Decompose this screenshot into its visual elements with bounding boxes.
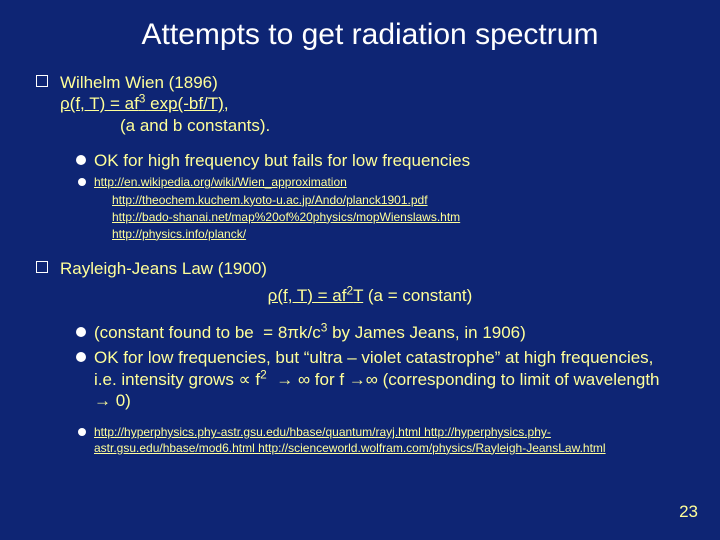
rayleigh-links-lead: http://hyperphysics.phy-astr.gsu.edu/hba…	[94, 425, 680, 456]
square-bullet-icon	[36, 261, 48, 273]
topic-rayleigh: Rayleigh-Jeans Law (1900)	[60, 258, 680, 279]
wien-links-lead: http://en.wikipedia.org/wiki/Wien_approx…	[94, 175, 680, 191]
round-bullet-icon	[76, 155, 86, 165]
section-wien: Wilhelm Wien (1896) ρ(f, T) = af3 exp(-b…	[60, 72, 680, 242]
rayleigh-sub-1: (constant found to be = 8πk/c3 by James …	[94, 322, 680, 343]
round-bullet-icon	[76, 352, 86, 362]
rayleigh-sub-2: OK for low frequencies, but “ultra – vio…	[94, 347, 680, 411]
rayleigh-links[interactable]: http://hyperphysics.phy-astr.gsu.edu/hba…	[94, 425, 606, 455]
slide-title: Attempts to get radiation spectrum	[60, 0, 680, 72]
wien-sub-1-text: OK for high frequency but fails for low …	[94, 151, 470, 170]
wien-link-4[interactable]: http://physics.info/planck/	[112, 227, 680, 242]
wien-link-2[interactable]: http://theochem.kuchem.kyoto-u.ac.jp/And…	[112, 193, 680, 208]
topic-wien: Wilhelm Wien (1896) ρ(f, T) = af3 exp(-b…	[60, 72, 680, 136]
slide: Attempts to get radiation spectrum Wilhe…	[0, 0, 720, 540]
wien-line-2: ρ(f, T) = af3 exp(-bf/T),	[60, 94, 229, 113]
rayleigh-eq: ρ(f, T) = af2T (a = constant)	[60, 285, 680, 306]
wien-line-1: Wilhelm Wien (1896)	[60, 73, 218, 92]
section-rayleigh: Rayleigh-Jeans Law (1900) ρ(f, T) = af2T…	[60, 258, 680, 457]
square-bullet-icon	[36, 75, 48, 87]
round-bullet-icon	[78, 428, 86, 436]
wien-sub-1: OK for high frequency but fails for low …	[94, 150, 680, 171]
rayleigh-line-1: Rayleigh-Jeans Law (1900)	[60, 259, 267, 278]
round-bullet-icon	[78, 178, 86, 186]
wien-link-1[interactable]: http://en.wikipedia.org/wiki/Wien_approx…	[94, 175, 347, 189]
wien-link-3[interactable]: http://bado-shanai.net/map%20of%20physic…	[112, 210, 680, 225]
page-number: 23	[679, 502, 698, 522]
wien-line-3: (a and b constants).	[60, 116, 270, 135]
round-bullet-icon	[76, 327, 86, 337]
